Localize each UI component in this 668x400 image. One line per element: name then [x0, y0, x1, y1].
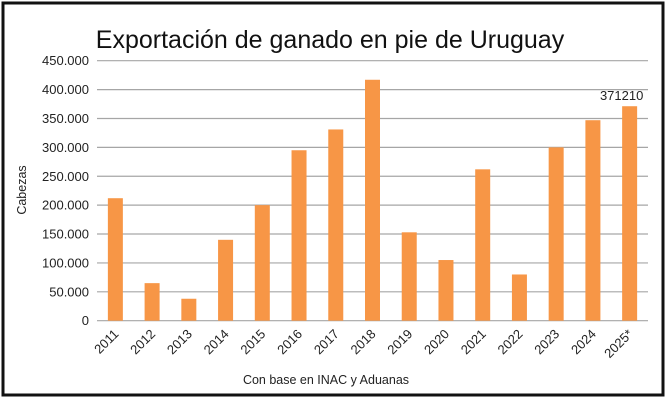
bar-2012	[144, 283, 160, 321]
y-tick-label: 300.000	[42, 140, 89, 155]
bar-2021	[475, 169, 491, 321]
y-tick-label: 100.000	[42, 255, 89, 270]
bar-2017	[328, 129, 344, 321]
bar-2025*	[622, 106, 638, 321]
y-tick-label: 50.000	[49, 284, 89, 299]
y-axis-label: Cabezas	[15, 165, 29, 214]
y-tick-label: 350.000	[42, 111, 89, 126]
bar-2020	[438, 260, 454, 321]
y-tick-label: 200.000	[42, 198, 89, 213]
y-tick-label: 150.000	[42, 227, 89, 242]
bar-2023	[548, 147, 564, 321]
y-tick-label: 450.000	[42, 53, 89, 68]
data-label: 371210	[600, 88, 643, 103]
bar-2019	[401, 232, 417, 321]
x-axis-label: Con base en INAC y Aduanas	[243, 373, 409, 387]
bar-2011	[107, 198, 123, 321]
bar-2022	[511, 274, 527, 321]
bar-2013	[181, 298, 197, 321]
chart-title: Exportación de ganado en pie de Uruguay	[96, 26, 565, 54]
bar-2016	[291, 150, 307, 321]
y-tick-label: 400.000	[42, 82, 89, 97]
y-tick-label: 0	[82, 313, 89, 328]
bar-2018	[365, 79, 380, 321]
y-tick-label: 250.000	[42, 169, 89, 184]
bar-2014	[218, 239, 234, 321]
bar-2024	[585, 120, 601, 321]
bar-2015	[254, 205, 270, 321]
